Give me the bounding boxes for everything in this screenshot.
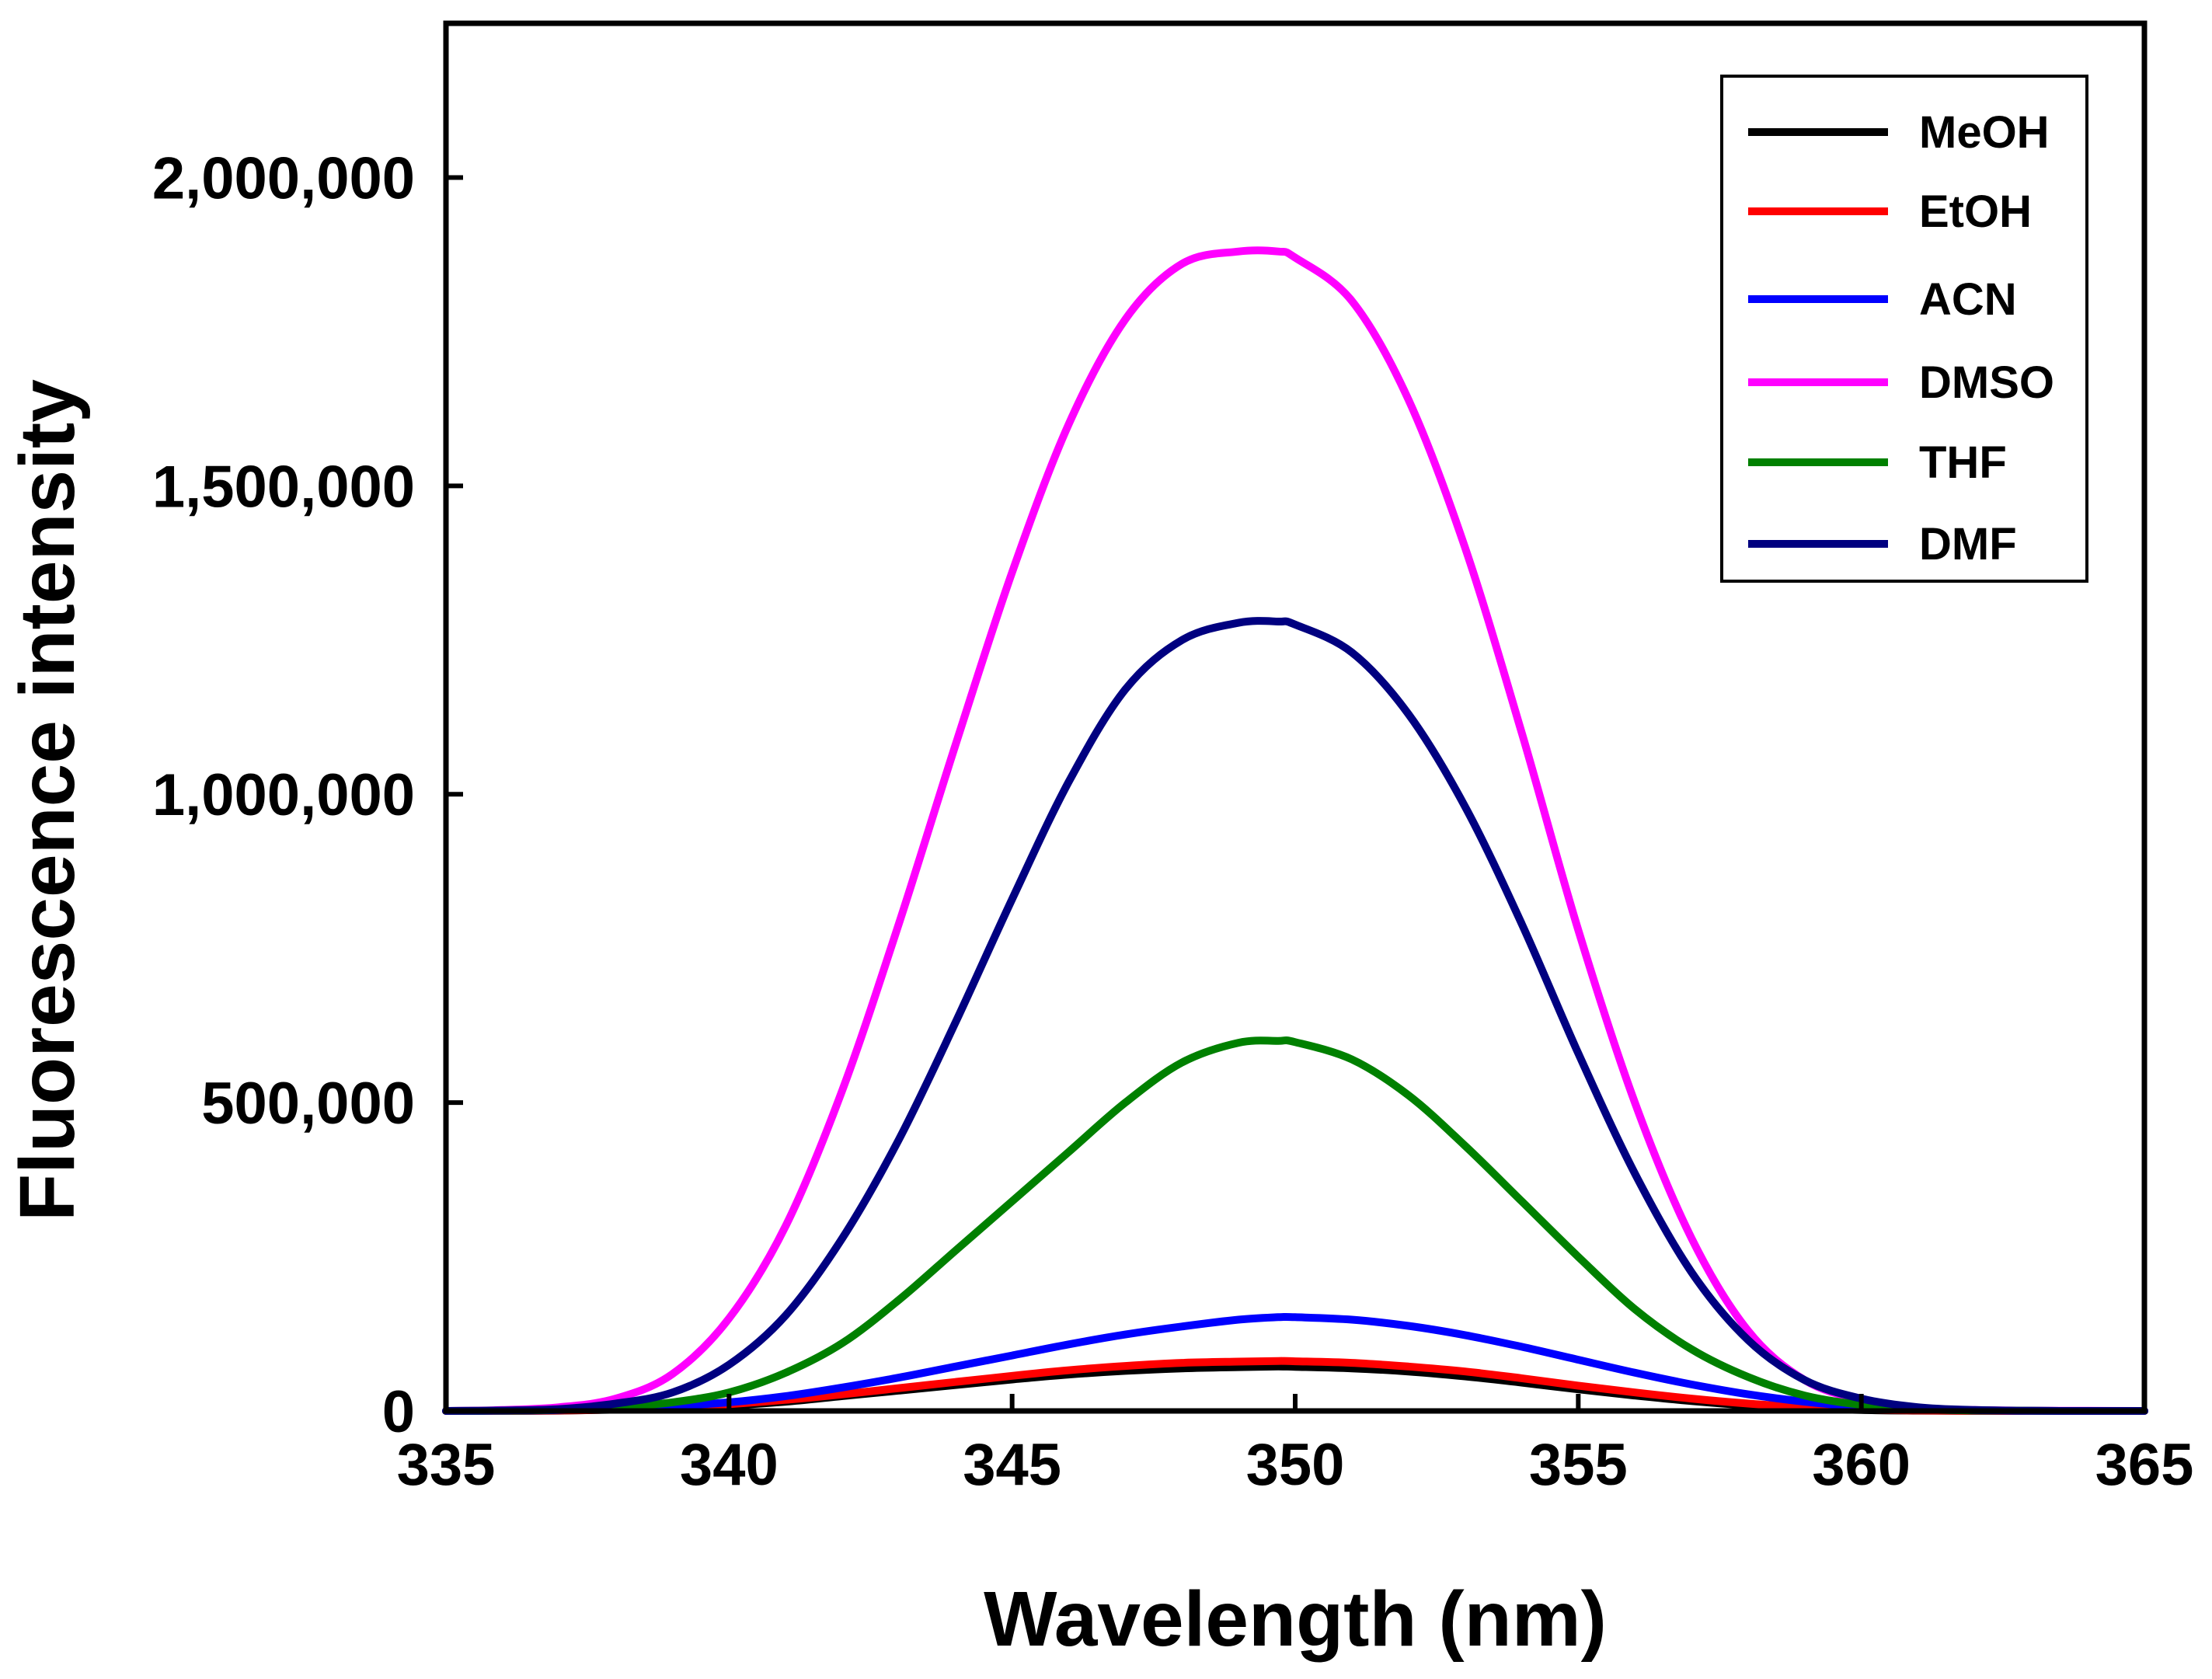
y-tick-label: 1,500,000 — [152, 454, 415, 520]
legend-label-meoh: MeOH — [1919, 107, 2050, 158]
y-axis-title: Fluorescence intensity — [4, 379, 91, 1221]
x-axis-title: Wavelength (nm) — [984, 1576, 1607, 1663]
legend-label-etoh: EtOH — [1919, 186, 2032, 237]
legend-label-thf: THF — [1919, 437, 2007, 488]
x-tick-label: 345 — [963, 1432, 1061, 1498]
series-line-thf — [442, 1036, 2148, 1416]
series-line-dmf — [442, 617, 2148, 1416]
legend: MeOH EtOH ACN DMSO THF DMF — [1720, 75, 2088, 583]
x-tick-label: 340 — [680, 1432, 779, 1498]
y-tick-label: 2,000,000 — [152, 145, 415, 211]
legend-label-dmso: DMSO — [1919, 357, 2054, 408]
y-tick-label: 500,000 — [201, 1071, 415, 1137]
legend-label-acn: ACN — [1919, 274, 2017, 325]
x-tick-label: 355 — [1529, 1432, 1628, 1498]
x-tick-label: 350 — [1246, 1432, 1345, 1498]
x-tick-label: 335 — [397, 1432, 496, 1498]
series-layer — [442, 246, 2148, 1416]
legend-frame — [1720, 75, 2088, 583]
legend-label-dmf: DMF — [1919, 519, 2017, 570]
x-tick-label: 360 — [1812, 1432, 1911, 1498]
y-tick-label: 0 — [382, 1379, 415, 1445]
ticks-layer: 335 340 345 350 355 360 365 0 500,000 1,000,000 1,… — [152, 145, 2194, 1498]
x-tick-label: 365 — [2095, 1432, 2194, 1498]
y-tick-label: 1,000,000 — [152, 762, 415, 828]
